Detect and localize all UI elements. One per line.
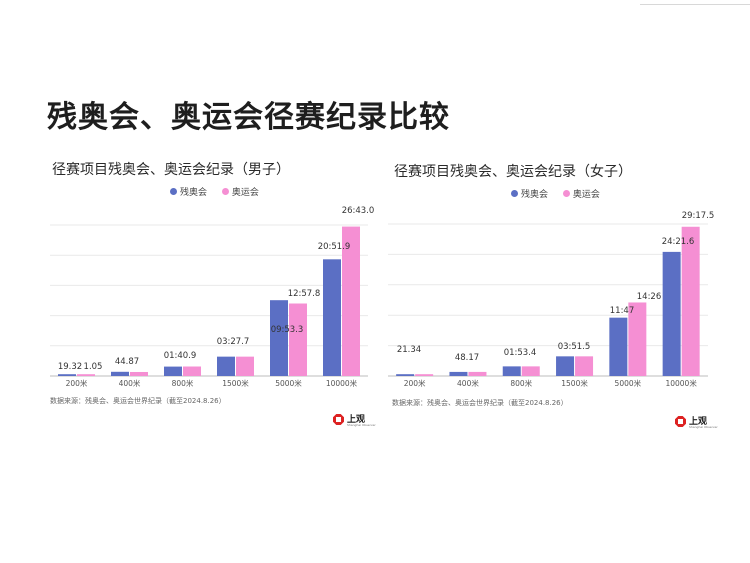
bar-paralympic-1 [111,371,129,376]
brand-logo: 上观 Shanghai Observer [675,414,718,430]
logo-subtext: Shanghai Observer [689,425,718,429]
data-label: 12:57.8 [288,289,321,299]
data-label: 11:47 [610,306,635,316]
legend-swatch-olympic [221,188,229,195]
legend-label: 残奥会 [521,190,549,200]
x-tick-label: 800米 [510,378,532,388]
bar-paralympic-5 [323,259,341,376]
legend-item-paralympic: 残奥会 [170,185,207,198]
legend-item-paralympic: 残奥会 [511,187,548,200]
legend-item-olympic: 奥运会 [562,187,600,200]
x-tick-label: 5000米 [275,378,302,388]
bar-paralympic-0 [58,374,76,376]
data-label: 21.34 [397,345,421,355]
brand-logo: 上观 Shanghai Observer [333,412,376,428]
bar-paralympic-5 [662,251,681,376]
bar-paralympic-4 [270,300,288,376]
data-label: 01:40.9 [164,351,197,361]
data-label: 48.17 [455,353,479,363]
chart-title: 径赛项目残奥会、奥运会纪录（女子） [394,164,632,180]
data-label: 44.87 [115,357,139,367]
bar-paralympic-2 [502,366,521,376]
data-label: 09:53.3 [271,325,304,335]
data-label: 03:27.7 [217,337,250,347]
x-tick-label: 1500米 [222,378,249,388]
bar-paralympic-4 [609,317,628,376]
legend-label: 奥运会 [572,190,600,200]
logo-text: 上观 [347,415,366,425]
bar-olympic-3 [236,356,254,376]
legend-label: 奥运会 [231,188,259,198]
legend: 残奥会 奥运会 [511,187,612,200]
top-divider [640,4,750,5]
bar-olympic-0 [415,374,434,376]
bar-olympic-0 [77,374,95,376]
bar-olympic-1 [130,371,148,376]
x-tick-label: 200米 [66,378,88,388]
bar-olympic-5 [681,226,700,376]
data-label: 14:26 [637,292,662,302]
legend-swatch-paralympic [511,190,518,197]
bar-paralympic-2 [164,366,182,376]
chart-title: 径赛项目残奥会、奥运会纪录（男子） [52,162,290,178]
x-tick-label: 10000米 [665,378,697,388]
x-tick-label: 400米 [457,378,479,388]
data-label: 20:51.9 [318,242,351,252]
x-tick-label: 5000米 [615,378,642,388]
bar-olympic-2 [183,366,201,376]
bar-paralympic-0 [396,374,415,376]
slide-title: 残奥会、奥运会径赛纪录比较 [47,100,450,135]
logo-icon [675,416,686,427]
bar-chart-men: 200米 400米 800米 1500米 5000米 10000米 19.32 1.05 44.… [50,206,375,388]
source-note: 数据来源：残奥会、奥运会世界纪录（截至2024.8.26） [392,399,568,407]
bar-paralympic-1 [449,371,468,376]
logo-text: 上观 [689,417,708,427]
bar-chart-women: 200米 400米 800米 1500米 5000米 10000米 21.34 48.17 01… [388,211,715,388]
source-note: 数据来源：残奥会、奥运会世界纪录（截至2024.8.26） [50,397,226,405]
data-label: 24:21.6 [662,237,695,247]
legend-swatch-olympic [562,190,570,197]
legend: 残奥会 奥运会 [170,185,271,198]
bar-paralympic-3 [217,356,235,376]
data-label: 29:17.5 [682,211,715,221]
data-label: 03:51.5 [558,342,591,352]
chart-panel-men: 径赛项目残奥会、奥运会纪录（男子） 残奥会 奥运会 200米 400米 800米 15… [38,150,378,430]
legend-item-olympic: 奥运会 [221,185,259,198]
bar-olympic-2 [521,366,540,376]
bar-olympic-4 [289,303,307,376]
data-label: 1.05 [84,362,103,372]
data-label: 01:53.4 [504,348,537,358]
x-tick-label: 400米 [119,378,141,388]
chart-panel-women: 径赛项目残奥会、奥运会纪录（女子） 残奥会 奥运会 200米 400米 800米 15… [380,152,720,432]
logo-subtext: Shanghai Observer [347,423,376,427]
bar-olympic-1 [468,371,487,376]
data-label: 19.32 [58,362,82,372]
legend-swatch-paralympic [170,188,177,195]
x-tick-label: 10000米 [326,378,358,388]
x-tick-label: 200米 [404,378,426,388]
data-label: 26:43.0 [342,206,375,216]
legend-label: 残奥会 [180,188,208,198]
bar-olympic-5 [342,226,360,376]
logo-icon [333,414,344,425]
bar-olympic-3 [575,356,594,376]
bar-paralympic-3 [556,356,575,376]
x-tick-label: 1500米 [561,378,588,388]
x-tick-label: 800米 [172,378,194,388]
bar-olympic-4 [628,302,647,376]
